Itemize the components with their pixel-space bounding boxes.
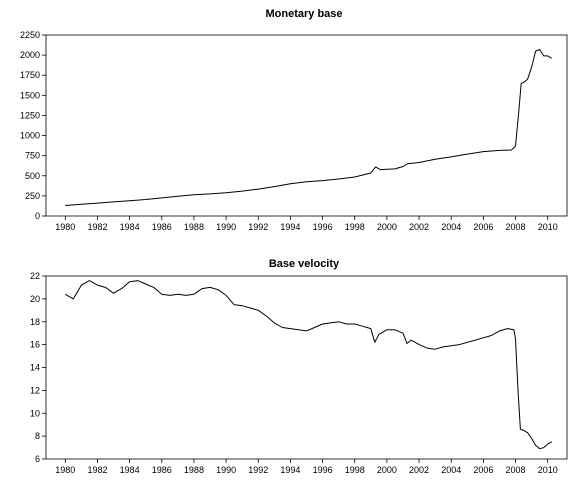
y-tick-label: 2000 (20, 50, 40, 60)
x-tick-label: 2010 (538, 222, 558, 232)
x-tick-label: 2006 (473, 222, 493, 232)
x-tick-label: 2000 (377, 222, 397, 232)
series-line (65, 280, 552, 450)
x-tick-label: 1984 (120, 465, 140, 475)
y-tick-label: 2250 (20, 30, 40, 40)
y-tick-label: 1750 (20, 70, 40, 80)
x-tick-label: 1986 (152, 465, 172, 475)
x-tick-label: 2000 (377, 465, 397, 475)
x-tick-label: 1982 (87, 222, 107, 232)
x-tick-label: 1998 (345, 465, 365, 475)
chart-monetary-base: Monetary base 0 250 500 750 1000 1250 1500 1750… (20, 8, 568, 232)
x-tick-label: 2008 (506, 222, 526, 232)
x-tick-label: 2008 (506, 465, 526, 475)
x-tick-label: 1988 (184, 222, 204, 232)
y-tick-label: 10 (30, 408, 40, 418)
y-tick-label: 18 (30, 317, 40, 327)
x-tick-label: 1990 (216, 222, 236, 232)
y-tick-label: 6 (35, 454, 40, 464)
x-tick-label: 1988 (184, 465, 204, 475)
plot-frame (45, 275, 568, 460)
x-tick-label: 1998 (345, 222, 365, 232)
x-tick-label: 1990 (216, 465, 236, 475)
x-tick-label: 1984 (120, 222, 140, 232)
x-tick-label: 1982 (87, 465, 107, 475)
x-tick-label: 1994 (280, 222, 300, 232)
y-tick-label: 1250 (20, 110, 40, 120)
x-tick-label: 1986 (152, 222, 172, 232)
y-tick-label: 250 (25, 191, 40, 201)
y-tick-label: 12 (30, 385, 40, 395)
x-tick-label: 2010 (538, 465, 558, 475)
x-tick-label: 2002 (409, 222, 429, 232)
y-tick-label: 22 (30, 271, 40, 281)
x-tick-label: 1994 (280, 465, 300, 475)
y-tick-label: 1500 (20, 90, 40, 100)
x-tick-label: 1992 (248, 222, 268, 232)
y-tick-label: 16 (30, 340, 40, 350)
x-tick-label: 1980 (55, 465, 75, 475)
y-tick-label: 500 (25, 171, 40, 181)
chart-title: Monetary base (265, 8, 342, 20)
y-tick-label: 20 (30, 294, 40, 304)
y-tick-label: 0 (35, 211, 40, 221)
x-tick-label: 2004 (441, 222, 461, 232)
series-line (65, 49, 552, 206)
x-tick-label: 1996 (313, 465, 333, 475)
y-tick-label: 750 (25, 151, 40, 161)
y-tick-label: 8 (35, 431, 40, 441)
x-tick-label: 1996 (313, 222, 333, 232)
x-tick-label: 2004 (441, 465, 461, 475)
x-tick-label: 1992 (248, 465, 268, 475)
x-tick-label: 1980 (55, 222, 75, 232)
y-tick-label: 14 (30, 363, 40, 373)
plot-frame (45, 34, 568, 217)
y-tick-label: 1000 (20, 131, 40, 141)
x-tick-label: 2006 (473, 465, 493, 475)
chart-base-velocity: Base velocity 6 8 10 12 14 16 18 20 22 1980 1982 19… (30, 258, 568, 475)
x-tick-label: 2002 (409, 465, 429, 475)
chart-title: Base velocity (269, 258, 340, 270)
